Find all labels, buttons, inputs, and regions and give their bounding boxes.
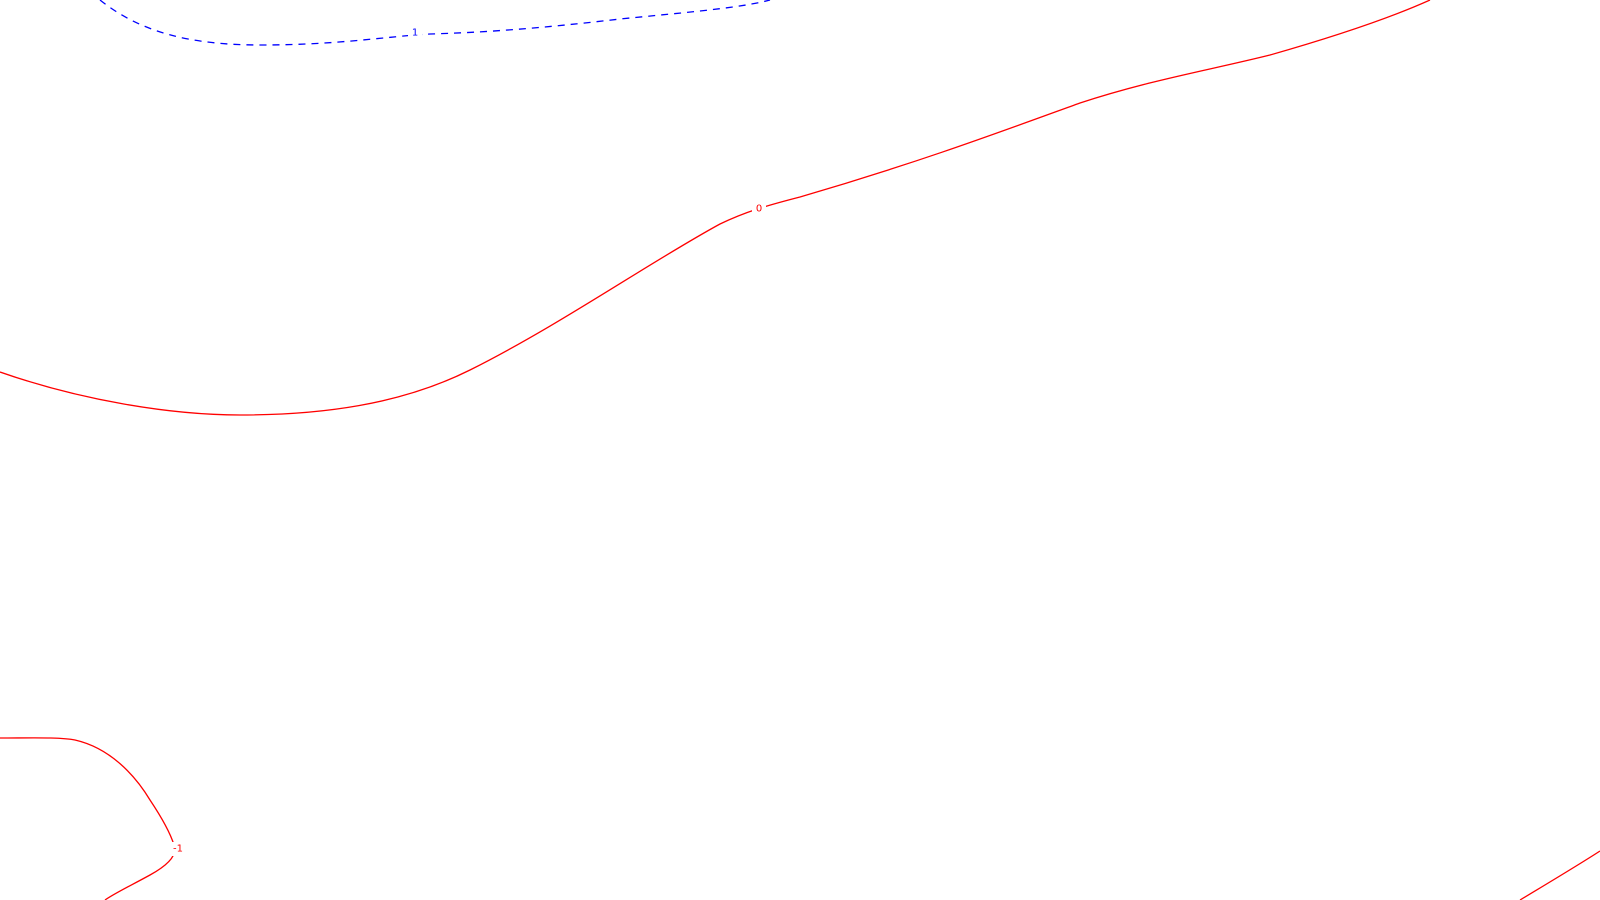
contour-label-level-0: 0 xyxy=(756,204,762,215)
contour-label-bg-level-0 xyxy=(752,202,766,216)
contour-label-level-1: 1 xyxy=(412,28,418,39)
contour-line-level-1 xyxy=(99,0,771,46)
contour-line-level-minus-1 xyxy=(0,737,176,900)
contour-line-level-minus-1-corner xyxy=(1519,850,1600,900)
contour-label-bg-level-minus-1 xyxy=(170,842,186,856)
contour-line-level-0 xyxy=(0,0,1431,416)
contour-label-bg-level-1 xyxy=(408,26,422,40)
contour-label-level-minus-1: -1 xyxy=(173,844,183,855)
